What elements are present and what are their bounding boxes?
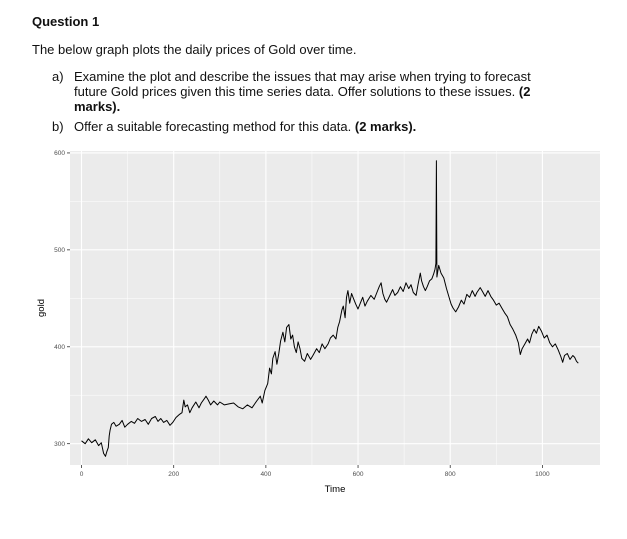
question-title: Question 1 bbox=[32, 14, 100, 29]
item-a-body: Examine the plot and describe the issues… bbox=[74, 69, 531, 99]
gold-price-line bbox=[81, 160, 579, 457]
plot-panel bbox=[70, 151, 600, 465]
item-a-label: a) bbox=[52, 69, 64, 84]
item-b-body: Offer a suitable forecasting method for … bbox=[74, 119, 352, 134]
x-tick-label: 400 bbox=[260, 471, 271, 478]
item-b-marks: (2 marks). bbox=[354, 119, 417, 134]
y-tick-label: 500 bbox=[54, 247, 65, 254]
minor-gridlines bbox=[70, 151, 600, 465]
x-tick-label: 600 bbox=[353, 471, 364, 478]
question-item-b: b) Offer a suitable forecasting method f… bbox=[52, 119, 552, 135]
x-tick-label: 200 bbox=[168, 471, 179, 478]
y-axis: 300 400 500 600 bbox=[54, 150, 70, 448]
item-a-marks: (2 marks). bbox=[74, 84, 531, 114]
item-a-text: Examine the plot and describe the issues… bbox=[74, 69, 554, 114]
question-item-a: a) Examine the plot and describe the iss… bbox=[52, 69, 552, 117]
x-tick-label: 800 bbox=[445, 471, 456, 478]
item-b-label: b) bbox=[52, 119, 64, 134]
y-tick-label: 600 bbox=[54, 150, 65, 157]
x-axis: 0 200 400 600 800 1000 bbox=[80, 465, 550, 478]
x-tick-label: 1000 bbox=[535, 471, 550, 478]
major-gridlines bbox=[70, 151, 600, 465]
question-intro: The below graph plots the daily prices o… bbox=[32, 42, 357, 57]
x-tick-label: 0 bbox=[80, 471, 84, 478]
item-b-text: Offer a suitable forecasting method for … bbox=[74, 119, 554, 134]
x-axis-title: Time bbox=[325, 484, 346, 495]
y-tick-label: 300 bbox=[54, 441, 65, 448]
y-axis-title: gold bbox=[36, 299, 47, 317]
y-tick-label: 400 bbox=[54, 344, 65, 351]
